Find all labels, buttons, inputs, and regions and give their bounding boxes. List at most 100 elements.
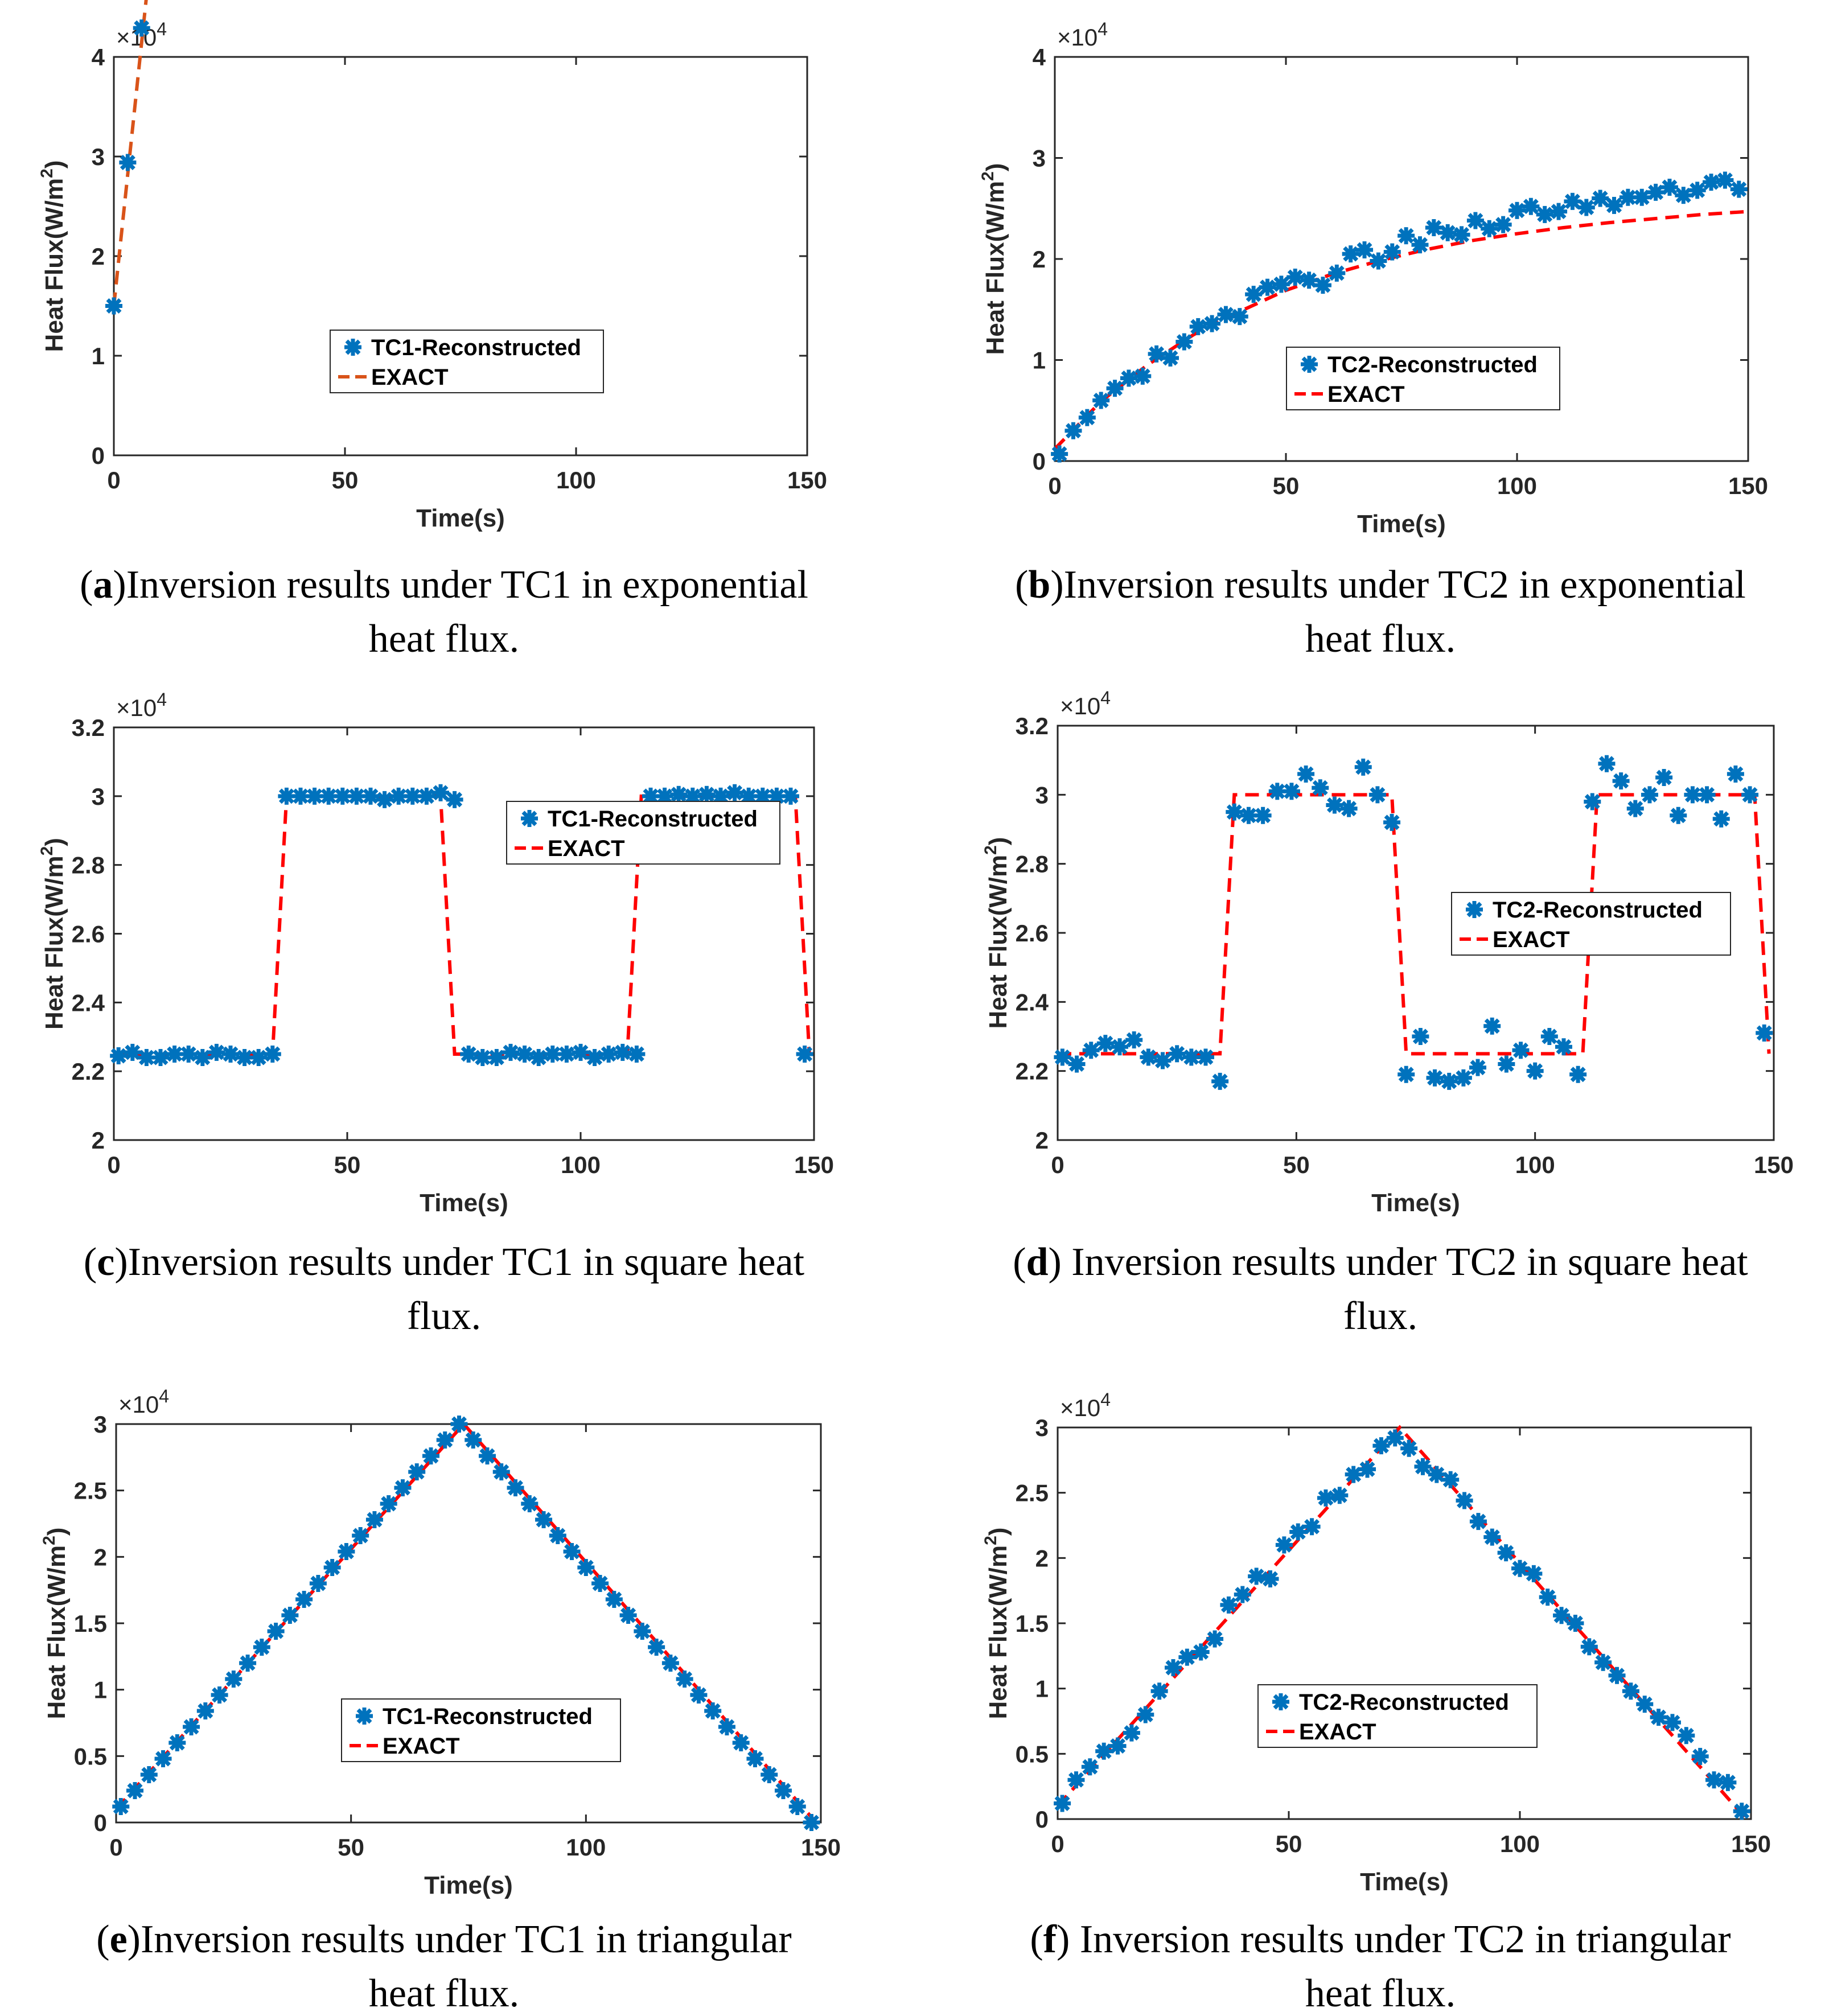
data-point-reconstructed bbox=[1297, 766, 1314, 783]
y-axis-label: Heat Flux(W/m2) bbox=[981, 837, 1012, 1029]
legend-marker-reconstructed bbox=[521, 810, 538, 827]
x-tick-label: 50 bbox=[332, 467, 359, 493]
data-point-reconstructed bbox=[1705, 1771, 1723, 1788]
data-point-reconstructed bbox=[516, 1046, 533, 1063]
legend-marker-reconstructed bbox=[1466, 901, 1483, 918]
x-tick-label: 0 bbox=[107, 1151, 120, 1178]
y-tick-label: 3.2 bbox=[1016, 713, 1049, 739]
data-point-reconstructed bbox=[1355, 759, 1372, 776]
data-point-reconstructed bbox=[1137, 1706, 1154, 1723]
y-tick-label: 2.2 bbox=[72, 1058, 105, 1085]
y-axis-label: Heat Flux(W/m2) bbox=[40, 1528, 71, 1719]
data-point-reconstructed bbox=[1483, 1018, 1501, 1035]
y-tick-label: 3 bbox=[94, 1411, 107, 1438]
data-point-reconstructed bbox=[168, 1734, 186, 1751]
data-point-reconstructed bbox=[133, 19, 150, 36]
chart-panel-f: 0 50 100 150 0 0.5 1 1.5 2 2.5 3 ×104 Time(s) Heat Fl… bbox=[981, 1389, 1771, 2015]
x-tick-label: 0 bbox=[1051, 1830, 1064, 1857]
x-tick-label: 50 bbox=[1283, 1151, 1310, 1178]
y-tick-label: 2 bbox=[1033, 246, 1046, 273]
data-point-reconstructed bbox=[1594, 1654, 1612, 1671]
y-tick-label: 0.5 bbox=[1016, 1741, 1049, 1767]
data-point-reconstructed bbox=[1276, 1536, 1293, 1553]
plot-area bbox=[113, 56, 808, 456]
data-point-reconstructed bbox=[1469, 1059, 1486, 1076]
data-point-reconstructed bbox=[1140, 1048, 1157, 1065]
data-point-reconstructed bbox=[1539, 1589, 1556, 1606]
data-point-reconstructed bbox=[1248, 1567, 1265, 1585]
data-point-reconstructed bbox=[1169, 1045, 1186, 1062]
data-point-reconstructed bbox=[324, 1559, 341, 1576]
y-exponent-label: ×104 bbox=[118, 1386, 169, 1418]
y-tick-label: 2 bbox=[92, 243, 105, 270]
data-point-reconstructed bbox=[586, 1049, 603, 1066]
y-axis-label: Heat Flux(W/m2) bbox=[981, 1528, 1012, 1719]
data-point-reconstructed bbox=[1439, 224, 1456, 241]
data-point-reconstructed bbox=[1369, 786, 1386, 803]
legend-label-reconstructed: TC2-Reconstructed bbox=[1299, 1690, 1509, 1715]
data-point-reconstructed bbox=[380, 1495, 397, 1512]
legend-box bbox=[341, 1698, 621, 1762]
data-point-reconstructed bbox=[1120, 369, 1137, 386]
data-point-reconstructed bbox=[1107, 380, 1124, 397]
y-tick-label: 2.6 bbox=[72, 921, 105, 948]
data-point-reconstructed bbox=[1555, 1038, 1572, 1055]
panel-caption: (b)Inversion results under TC2 in expone… bbox=[1015, 563, 1746, 607]
data-point-reconstructed bbox=[126, 1782, 143, 1799]
y-exponent-label: ×104 bbox=[116, 689, 167, 721]
panel-caption: (c)Inversion results under TC1 in square… bbox=[84, 1240, 805, 1284]
data-point-reconstructed bbox=[1699, 786, 1716, 803]
y-tick-label: 1 bbox=[94, 1677, 107, 1704]
legend: TC2-Reconstructed EXACT bbox=[1286, 347, 1560, 410]
data-point-reconstructed bbox=[1713, 810, 1730, 828]
data-point-reconstructed bbox=[733, 1734, 750, 1751]
data-point-reconstructed bbox=[1541, 1028, 1558, 1045]
y-tick-label: 0 bbox=[1035, 1806, 1049, 1833]
data-point-reconstructed bbox=[1441, 1073, 1458, 1090]
x-tick-label: 100 bbox=[566, 1834, 606, 1861]
data-point-reconstructed bbox=[1197, 1048, 1214, 1065]
panel-caption-line2: heat flux. bbox=[1305, 1972, 1456, 2015]
data-point-reconstructed bbox=[310, 1575, 327, 1592]
legend-box bbox=[506, 801, 780, 865]
legend-label-reconstructed: TC1-Reconstructed bbox=[371, 335, 581, 360]
data-point-reconstructed bbox=[1522, 198, 1539, 215]
y-tick-label: 2.6 bbox=[1016, 920, 1049, 947]
data-point-reconstructed bbox=[1217, 306, 1234, 323]
data-point-reconstructed bbox=[1641, 786, 1658, 803]
x-tick-label: 0 bbox=[1048, 472, 1061, 499]
data-point-reconstructed bbox=[1312, 779, 1329, 796]
y-tick-label: 2.4 bbox=[1016, 989, 1049, 1015]
x-tick-label: 150 bbox=[801, 1834, 841, 1861]
y-tick-label: 3.2 bbox=[72, 714, 105, 741]
series-line-exact bbox=[1056, 1425, 1748, 1820]
data-point-reconstructed bbox=[1731, 181, 1748, 198]
y-tick-label: 1 bbox=[92, 343, 105, 369]
data-point-reconstructed bbox=[1512, 1042, 1530, 1059]
data-point-reconstructed bbox=[1097, 1035, 1114, 1052]
data-point-reconstructed bbox=[1064, 422, 1082, 439]
chart-panel-c: 0 50 100 150 2 2.2 2.4 2.6 2.8 3 3.2 ×104 Time(s) Hea… bbox=[38, 689, 834, 1338]
y-tick-label: 3 bbox=[92, 143, 105, 170]
y-tick-label: 2.5 bbox=[1016, 1480, 1049, 1507]
chart-panel-e: 0 50 100 150 0 0.5 1 1.5 2 2.5 3 ×104 Time(s) Heat Fl… bbox=[40, 1386, 841, 2015]
data-point-reconstructed bbox=[460, 1046, 477, 1063]
panel-caption-line2: heat flux. bbox=[369, 617, 519, 661]
data-point-reconstructed bbox=[577, 1559, 594, 1576]
data-point-reconstructed bbox=[1286, 269, 1304, 286]
y-tick-label: 0.5 bbox=[74, 1743, 107, 1770]
data-point-reconstructed bbox=[1578, 199, 1595, 216]
legend: TC1-Reconstructed EXACT bbox=[341, 1698, 621, 1762]
legend-marker-reconstructed bbox=[356, 1708, 373, 1725]
data-point-reconstructed bbox=[239, 1655, 256, 1672]
data-point-reconstructed bbox=[1203, 315, 1220, 332]
data-point-reconstructed bbox=[1719, 1774, 1736, 1791]
data-point-reconstructed bbox=[352, 1527, 369, 1544]
y-tick-label: 2 bbox=[92, 1127, 105, 1154]
data-point-reconstructed bbox=[1453, 226, 1470, 243]
data-point-reconstructed bbox=[1456, 1492, 1473, 1509]
data-point-reconstructed bbox=[1067, 1771, 1084, 1788]
data-point-reconstructed bbox=[1664, 1714, 1681, 1731]
